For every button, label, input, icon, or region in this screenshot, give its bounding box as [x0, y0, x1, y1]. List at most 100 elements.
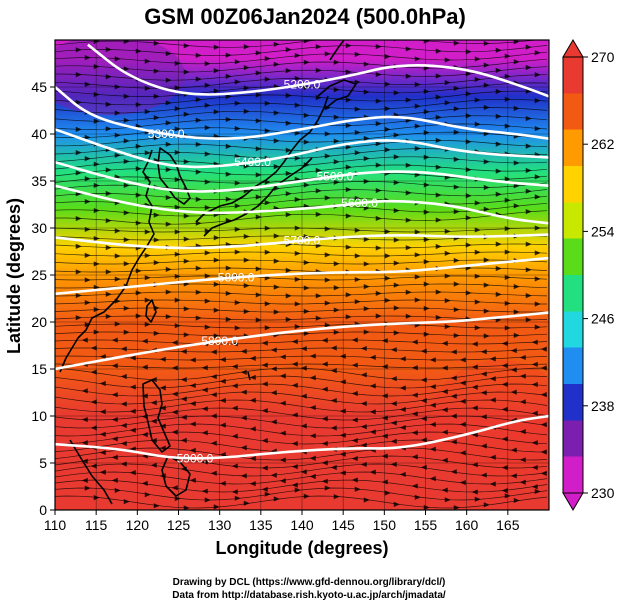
streamline-arrow: [129, 470, 136, 476]
streamline-arrow: [390, 420, 397, 426]
streamline-arrow: [399, 385, 406, 391]
streamline-arrow: [213, 257, 220, 263]
streamline-arrow: [240, 348, 247, 354]
streamline-arrow: [429, 476, 436, 482]
streamline-arrow: [255, 214, 262, 220]
streamline-arrow: [111, 436, 118, 442]
streamline-arrow: [291, 441, 298, 447]
streamline-arrow: [144, 252, 151, 259]
streamline-arrow: [183, 332, 190, 338]
streamline-arrow: [105, 74, 112, 80]
height-contour: [55, 184, 549, 225]
streamline-arrow: [453, 505, 460, 510]
streamline-arrow: [534, 276, 541, 282]
streamline: [55, 383, 548, 397]
streamline-arrow: [234, 325, 241, 331]
streamline-arrow: [93, 40, 100, 45]
streamline-arrow: [534, 301, 541, 307]
streamline-arrow: [264, 325, 271, 331]
streamline-arrow: [354, 150, 361, 156]
streamline-arrow: [480, 371, 487, 377]
streamline-arrow: [435, 217, 442, 223]
streamline-arrow: [531, 410, 538, 416]
streamline-arrow: [339, 353, 346, 359]
streamline-arrow: [201, 488, 208, 494]
streamline-arrow: [369, 354, 376, 360]
colorbar-top-arrow: [562, 39, 584, 58]
streamline-arrow: [324, 195, 331, 201]
streamline-arrow: [261, 340, 268, 346]
streamline-arrow: [363, 61, 370, 67]
streamline-arrow: [165, 266, 172, 272]
streamline-arrow: [75, 126, 82, 132]
streamline-arrow: [165, 100, 172, 106]
streamline-arrow: [93, 161, 100, 167]
streamline-arrow: [393, 90, 400, 96]
streamline-arrow: [234, 125, 241, 132]
streamline-arrow: [261, 465, 268, 471]
streamline-arrow: [393, 282, 400, 288]
streamline-arrow: [171, 429, 178, 435]
streamline-arrow: [294, 130, 301, 136]
streamline-arrow: [501, 340, 508, 347]
y-tick-label: 45: [31, 79, 47, 95]
streamline-arrow: [105, 244, 112, 251]
streamline-arrow: [285, 316, 292, 323]
streamline-arrow: [363, 40, 364, 41]
streamline-arrow: [360, 345, 367, 352]
streamline-arrow: [84, 134, 91, 140]
streamline-arrow: [159, 385, 166, 391]
streamline-arrow: [321, 478, 328, 484]
streamline-arrow: [513, 332, 520, 338]
streamline-arrow: [501, 406, 508, 413]
streamline-arrow: [411, 411, 418, 417]
streamline-arrow: [510, 347, 517, 354]
streamline-arrow: [174, 297, 181, 303]
streamline-arrow: [105, 218, 112, 224]
streamline-arrow: [195, 52, 202, 58]
streamline-arrow: [444, 57, 451, 63]
streamline-arrow: [321, 337, 328, 344]
streamline-arrow: [399, 406, 406, 413]
streamline-arrow: [435, 314, 442, 321]
streamline-arrow: [384, 490, 391, 496]
streamline-arrow: [291, 361, 298, 367]
streamline-arrow: [183, 236, 190, 242]
streamline-arrow: [471, 384, 478, 390]
streamline-arrow: [351, 455, 358, 462]
streamline-arrow: [183, 69, 190, 75]
streamline-arrow: [444, 250, 451, 256]
streamline-arrow: [234, 153, 241, 160]
streamline-arrow: [471, 489, 478, 495]
streamline-arrow: [273, 496, 280, 502]
streamline-arrow: [384, 228, 391, 235]
streamline-arrow: [201, 387, 208, 393]
streamline-arrow: [153, 40, 160, 46]
streamline-arrow: [171, 340, 178, 346]
streamline-arrow: [405, 162, 412, 168]
streamline-arrow: [411, 392, 418, 398]
streamline-arrow: [249, 374, 256, 381]
streamline-arrow: [153, 260, 160, 266]
streamline-arrow: [204, 125, 211, 131]
streamline-arrow: [171, 485, 178, 491]
streamline-arrow: [333, 87, 340, 93]
streamline-arrow: [525, 143, 532, 149]
streamline-arrow: [84, 322, 91, 328]
streamline-arrow: [264, 491, 271, 497]
streamline-arrow: [384, 53, 391, 60]
streamline-arrow: [144, 109, 151, 115]
streamline: [55, 51, 548, 65]
streamline-arrow: [414, 494, 421, 500]
streamline-arrow: [150, 376, 157, 383]
streamline-arrow: [129, 446, 136, 452]
streamline-arrow: [315, 211, 322, 217]
streamline-arrow: [324, 322, 331, 328]
streamline-arrow: [330, 464, 337, 471]
streamline-arrow: [303, 308, 310, 314]
streamline-arrow: [345, 186, 352, 193]
streamline-arrow: [123, 138, 130, 144]
streamline-arrow: [339, 451, 346, 457]
height-contour: [55, 233, 549, 250]
streamline-arrow: [384, 81, 391, 87]
